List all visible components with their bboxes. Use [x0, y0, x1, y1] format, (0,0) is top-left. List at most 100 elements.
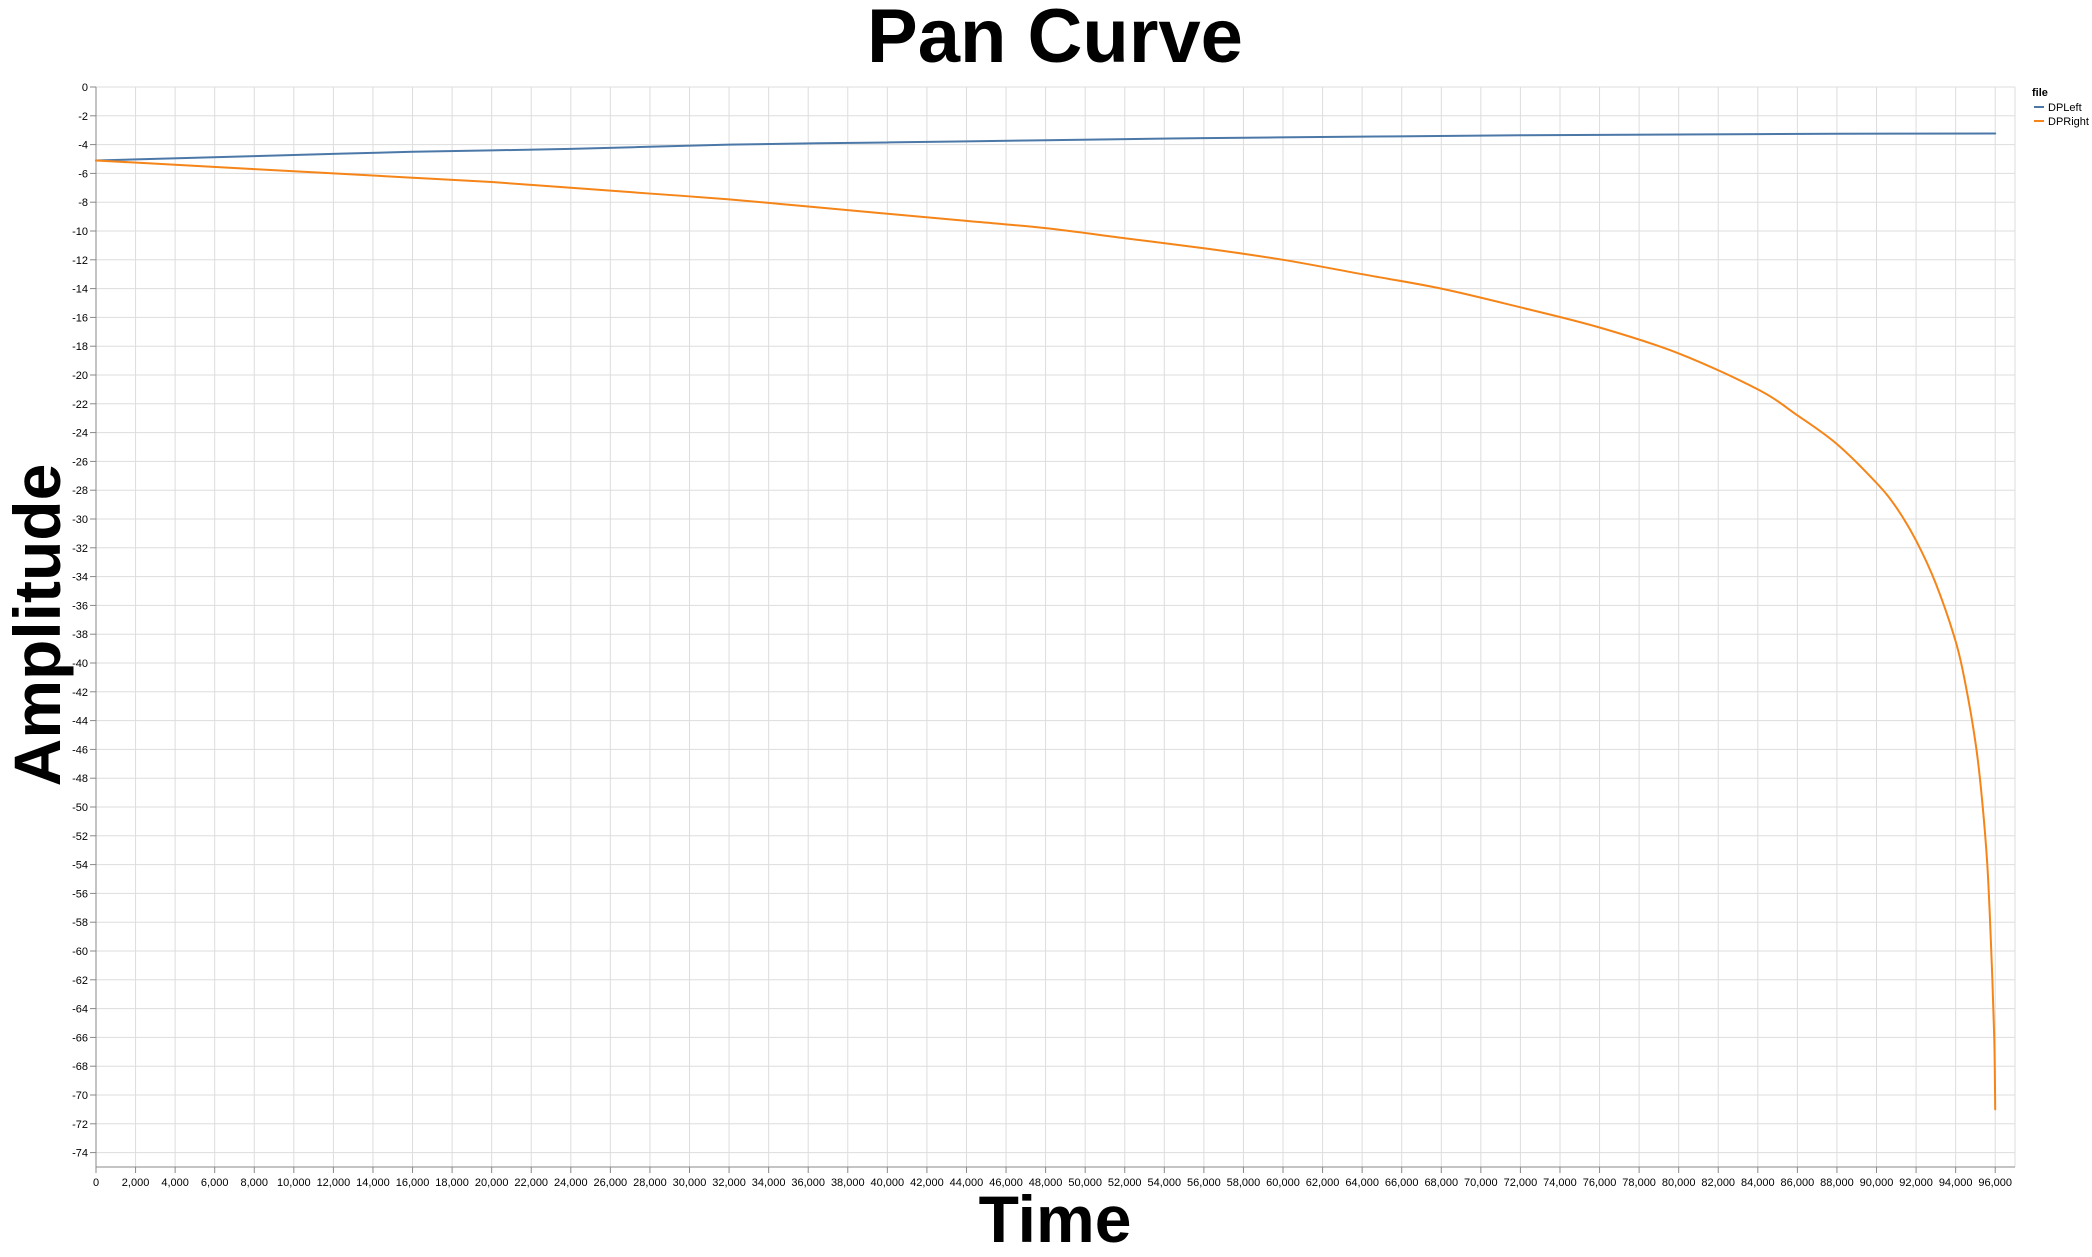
x-tick-label: 82,000 — [1701, 1177, 1735, 1189]
x-tick-label: 56,000 — [1187, 1177, 1221, 1189]
x-tick-label: 54,000 — [1147, 1177, 1181, 1189]
y-tick-label: -46 — [72, 744, 88, 756]
y-tick-label: -62 — [72, 975, 88, 987]
x-tick-label: 48,000 — [1029, 1177, 1063, 1189]
y-tick-label: -2 — [78, 111, 88, 123]
x-tick-label: 6,000 — [201, 1177, 229, 1189]
x-tick-label: 28,000 — [633, 1177, 667, 1189]
x-tick-label: 2,000 — [122, 1177, 150, 1189]
x-tick-label: 86,000 — [1781, 1177, 1815, 1189]
y-tick-label: -22 — [72, 399, 88, 411]
x-axis-title: Time — [979, 1182, 1132, 1256]
x-tick-label: 72,000 — [1504, 1177, 1538, 1189]
series-layer — [95, 132, 1997, 1111]
y-tick-label: -64 — [72, 1004, 88, 1016]
y-tick-label: -48 — [72, 773, 88, 785]
x-tick-label: 44,000 — [950, 1177, 984, 1189]
x-tick-label: 24,000 — [554, 1177, 588, 1189]
x-tick-label: 88,000 — [1820, 1177, 1854, 1189]
x-tick-label: 68,000 — [1424, 1177, 1458, 1189]
x-tick-label: 80,000 — [1662, 1177, 1696, 1189]
y-tick-label: -34 — [72, 572, 88, 584]
x-tick-label: 76,000 — [1583, 1177, 1617, 1189]
y-tick-label: -60 — [72, 946, 88, 958]
x-tick-label: 78,000 — [1622, 1177, 1656, 1189]
x-tick-label: 22,000 — [514, 1177, 548, 1189]
x-tick-label: 70,000 — [1464, 1177, 1498, 1189]
y-tick-label: -20 — [72, 370, 88, 382]
y-tick-label: -66 — [72, 1032, 88, 1044]
x-tick-label: 8,000 — [241, 1177, 269, 1189]
y-tick-label: -50 — [72, 802, 88, 814]
x-tick-label: 0 — [93, 1177, 99, 1189]
x-tick-label: 94,000 — [1939, 1177, 1973, 1189]
axis-layer: 0 2,000 4,000 6,000 8,000 10,000 12,000 14,000 1… — [72, 82, 2015, 1189]
series-line-dpright — [95, 159, 1997, 1111]
y-tick-label: -44 — [72, 716, 88, 728]
y-tick-label: -10 — [72, 226, 88, 238]
y-tick-label: -36 — [72, 600, 88, 612]
legend-label-dpright: DPRight — [2048, 116, 2089, 128]
legend-items: DPLeft DPRight — [2034, 102, 2089, 128]
y-tick-label: -18 — [72, 341, 88, 353]
y-tick-label: -38 — [72, 629, 88, 641]
legend: file DPLeft DPRight — [2032, 87, 2089, 128]
y-tick-label: -32 — [72, 543, 88, 555]
y-tick-label: -42 — [72, 687, 88, 699]
y-tick-label: 0 — [82, 82, 88, 94]
y-tick-label: -26 — [72, 456, 88, 468]
y-tick-label: -6 — [78, 168, 88, 180]
legend-title: file — [2032, 87, 2048, 99]
y-axis-title: Amplitude — [0, 464, 74, 787]
x-tick-label: 32,000 — [712, 1177, 746, 1189]
y-tick-label: -58 — [72, 917, 88, 929]
x-tick-label: 90,000 — [1860, 1177, 1894, 1189]
x-tick-label: 26,000 — [594, 1177, 628, 1189]
y-tick-label: -70 — [72, 1090, 88, 1102]
x-tick-label: 50,000 — [1068, 1177, 1102, 1189]
x-tick-label: 16,000 — [396, 1177, 430, 1189]
x-tick-label: 52,000 — [1108, 1177, 1142, 1189]
x-tick-label: 30,000 — [673, 1177, 707, 1189]
grid-layer — [95, 86, 2016, 1168]
y-tick-label: -68 — [72, 1061, 88, 1073]
legend-label-dpleft: DPLeft — [2048, 102, 2082, 114]
x-tick-label: 74,000 — [1543, 1177, 1577, 1189]
y-tick-label: -24 — [72, 428, 88, 440]
x-tick-label: 60,000 — [1266, 1177, 1300, 1189]
x-tick-label: 38,000 — [831, 1177, 865, 1189]
chart-title: Pan Curve — [867, 0, 1243, 79]
x-tick-label: 20,000 — [475, 1177, 509, 1189]
x-tick-label: 92,000 — [1899, 1177, 1933, 1189]
x-tick-label: 12,000 — [317, 1177, 351, 1189]
x-tick-label: 4,000 — [161, 1177, 189, 1189]
x-tick-label: 58,000 — [1227, 1177, 1261, 1189]
x-tick-label: 96,000 — [1978, 1177, 2012, 1189]
x-tick-label: 36,000 — [791, 1177, 825, 1189]
y-tick-label: -16 — [72, 312, 88, 324]
y-tick-label: -14 — [72, 284, 88, 296]
y-tick-label: -52 — [72, 831, 88, 843]
x-tick-label: 84,000 — [1741, 1177, 1775, 1189]
y-tick-label: -72 — [72, 1119, 88, 1131]
x-tick-label: 46,000 — [989, 1177, 1023, 1189]
x-tick-label: 66,000 — [1385, 1177, 1419, 1189]
y-tick-label: -8 — [78, 197, 88, 209]
x-tick-label: 18,000 — [435, 1177, 469, 1189]
x-tick-label: 64,000 — [1345, 1177, 1379, 1189]
x-tick-label: 62,000 — [1306, 1177, 1340, 1189]
series-line-dpleft — [95, 132, 1997, 162]
y-tick-label: -56 — [72, 888, 88, 900]
x-tick-label: 40,000 — [871, 1177, 905, 1189]
x-tick-label: 42,000 — [910, 1177, 944, 1189]
y-tick-label: -74 — [72, 1148, 88, 1160]
x-tick-label: 14,000 — [356, 1177, 390, 1189]
x-tick-label: 10,000 — [277, 1177, 311, 1189]
y-tick-label: -28 — [72, 485, 88, 497]
x-tick-label: 34,000 — [752, 1177, 786, 1189]
y-tick-label: -4 — [78, 140, 88, 152]
y-tick-label: -30 — [72, 514, 88, 526]
y-tick-label: -12 — [72, 255, 88, 267]
